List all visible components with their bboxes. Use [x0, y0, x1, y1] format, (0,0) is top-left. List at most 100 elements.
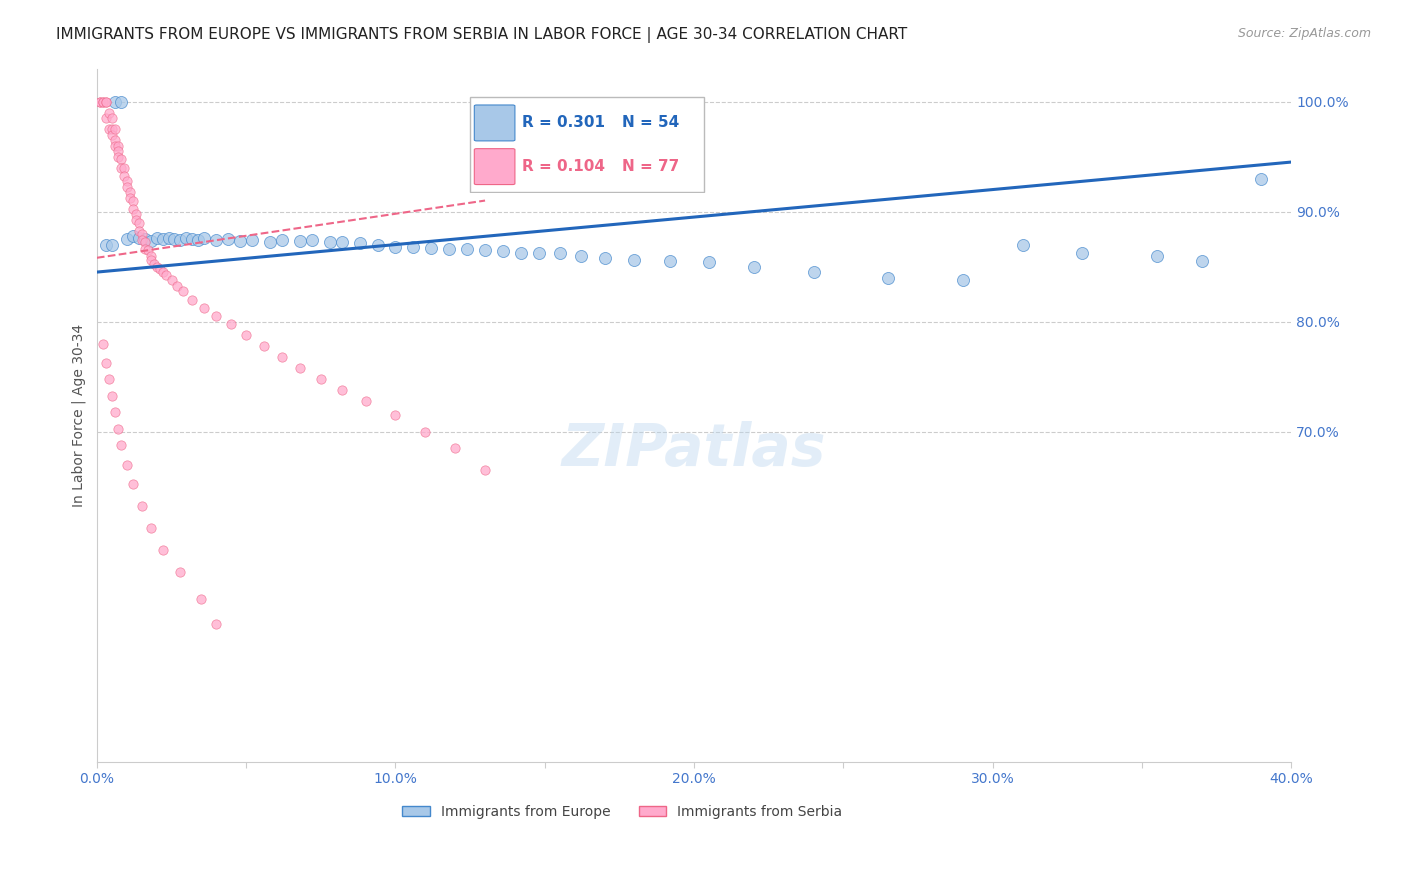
Point — [1250, 171, 1272, 186]
Point — [877, 270, 900, 285]
Point — [193, 301, 215, 316]
Point — [94, 356, 117, 370]
Point — [110, 161, 132, 175]
Point — [115, 180, 138, 194]
Point — [94, 111, 117, 125]
Point — [259, 235, 281, 250]
Point — [456, 242, 478, 256]
Point — [623, 252, 645, 267]
Point — [128, 224, 150, 238]
Y-axis label: In Labor Force | Age 30-34: In Labor Force | Age 30-34 — [72, 324, 86, 507]
Point — [104, 95, 127, 109]
Point — [569, 249, 592, 263]
Point — [107, 150, 129, 164]
Point — [176, 231, 198, 245]
Point — [205, 617, 228, 632]
Point — [94, 95, 117, 109]
Point — [115, 458, 138, 472]
Point — [101, 122, 124, 136]
Point — [384, 408, 406, 422]
Point — [330, 235, 353, 250]
Point — [104, 133, 127, 147]
Point — [128, 231, 150, 245]
Point — [354, 393, 377, 408]
Point — [205, 233, 228, 247]
Point — [157, 231, 180, 245]
Point — [110, 95, 132, 109]
Point — [89, 95, 111, 109]
Point — [152, 543, 174, 558]
Point — [101, 111, 124, 125]
Point — [509, 246, 531, 260]
Point — [104, 138, 127, 153]
Point — [139, 252, 162, 267]
Point — [101, 389, 124, 403]
Point — [91, 95, 114, 109]
Point — [97, 105, 120, 120]
Point — [112, 169, 135, 184]
Point — [121, 477, 143, 491]
Point — [420, 241, 443, 255]
Point — [94, 95, 117, 109]
Point — [115, 232, 138, 246]
Point — [301, 233, 323, 247]
Point — [118, 185, 141, 199]
Point — [492, 244, 515, 259]
Point — [115, 174, 138, 188]
Point — [163, 232, 186, 246]
Point — [1191, 254, 1213, 268]
Point — [136, 243, 159, 257]
Point — [152, 265, 174, 279]
Point — [160, 273, 183, 287]
Point — [384, 240, 406, 254]
Point — [121, 194, 143, 208]
Point — [134, 235, 156, 250]
Point — [131, 500, 153, 514]
Point — [97, 372, 120, 386]
Point — [97, 122, 120, 136]
Point — [187, 233, 209, 247]
Point — [288, 360, 311, 375]
Point — [593, 251, 616, 265]
Text: IMMIGRANTS FROM EUROPE VS IMMIGRANTS FROM SERBIA IN LABOR FORCE | AGE 30-34 CORR: IMMIGRANTS FROM EUROPE VS IMMIGRANTS FRO… — [56, 27, 907, 43]
Point — [131, 227, 153, 241]
Point — [444, 441, 467, 455]
Point — [101, 237, 124, 252]
Point — [110, 438, 132, 452]
Point — [139, 234, 162, 248]
Point — [91, 336, 114, 351]
Point — [659, 254, 682, 268]
Point — [124, 207, 146, 221]
Point — [107, 138, 129, 153]
Point — [217, 232, 239, 246]
Point — [169, 233, 191, 247]
Point — [131, 233, 153, 247]
Point — [190, 591, 212, 606]
Point — [193, 231, 215, 245]
Point — [152, 232, 174, 246]
Point — [112, 161, 135, 175]
Point — [139, 521, 162, 535]
Point — [253, 339, 276, 353]
Point — [139, 249, 162, 263]
Point — [219, 317, 242, 331]
Point — [229, 234, 252, 248]
Point — [415, 425, 437, 439]
Point — [235, 327, 257, 342]
Point — [107, 422, 129, 436]
Point — [134, 232, 156, 246]
Point — [101, 128, 124, 142]
Point — [118, 191, 141, 205]
Point — [104, 405, 127, 419]
Point — [288, 234, 311, 248]
Point — [145, 260, 167, 274]
Point — [474, 463, 496, 477]
Point — [145, 231, 167, 245]
Text: ZIPatlas: ZIPatlas — [562, 421, 827, 478]
Point — [803, 265, 825, 279]
Point — [367, 237, 389, 252]
Legend: Immigrants from Europe, Immigrants from Serbia: Immigrants from Europe, Immigrants from … — [396, 799, 848, 824]
Point — [439, 242, 461, 256]
Point — [402, 240, 425, 254]
Point — [742, 260, 765, 274]
